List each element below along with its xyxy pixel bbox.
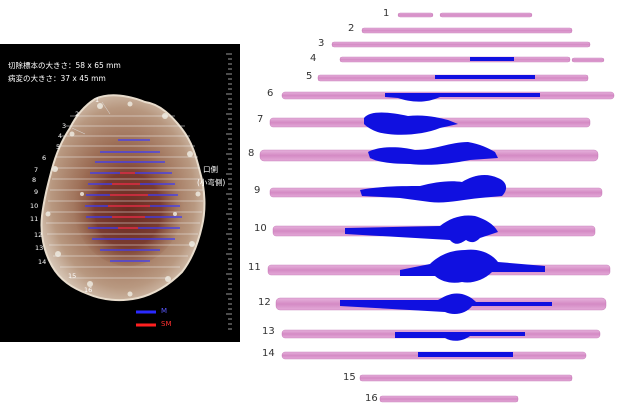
lesser-curvature-label: (小弯側) bbox=[197, 178, 226, 187]
border-spots bbox=[45, 101, 201, 297]
tumor-10 bbox=[345, 215, 498, 244]
right-slice-label: 12 bbox=[258, 297, 271, 308]
left-slice-label: 10 bbox=[30, 202, 39, 210]
right-slice-label: 13 bbox=[262, 326, 275, 337]
slice-16 bbox=[379, 395, 519, 403]
right-slice-label: 3 bbox=[318, 38, 325, 49]
histology-slices bbox=[259, 12, 615, 403]
right-slice-label: 6 bbox=[267, 88, 274, 99]
tumor-8 bbox=[368, 142, 498, 165]
right-slice-label: 14 bbox=[262, 348, 275, 359]
lesion-size-text: 病変の大きさ：37 x 45 mm bbox=[8, 74, 106, 83]
left-slice-label: 1 bbox=[95, 96, 100, 104]
scale-ruler bbox=[226, 52, 232, 338]
tumor-7 bbox=[364, 112, 458, 135]
tumor-11 bbox=[400, 249, 545, 283]
tumor-5 bbox=[435, 75, 535, 79]
left-slice-label: 15 bbox=[68, 272, 77, 280]
right-slice-label: 5 bbox=[306, 71, 313, 82]
left-slice-label: 5 bbox=[56, 143, 61, 151]
tumor-4 bbox=[470, 57, 514, 61]
tumor-9 bbox=[360, 175, 507, 203]
tumor-13 bbox=[395, 332, 525, 341]
slice-3 bbox=[331, 41, 591, 48]
right-slice-label: 9 bbox=[254, 185, 261, 196]
right-slice-label: 8 bbox=[248, 148, 255, 159]
right-slice-label: 2 bbox=[348, 23, 355, 34]
right-slice-label: 7 bbox=[257, 114, 264, 125]
right-slice-label: 1 bbox=[383, 8, 390, 19]
slice-1 bbox=[397, 12, 434, 18]
left-slice-label: 6 bbox=[42, 154, 47, 162]
left-slice-label: 8 bbox=[32, 176, 37, 184]
left-slice-label: 14 bbox=[38, 258, 47, 266]
label-leaders bbox=[71, 101, 111, 135]
resection-size-text: 切除標本の大きさ：58 x 65 mm bbox=[8, 61, 121, 70]
oral-side-label: 口側 bbox=[203, 165, 218, 174]
left-slice-label: 13 bbox=[35, 244, 44, 252]
lesion-area bbox=[73, 142, 183, 266]
tumor-14 bbox=[418, 352, 513, 357]
left-slice-label: 9 bbox=[34, 188, 39, 196]
left-slice-label: 3 bbox=[62, 122, 67, 130]
legend-sm-label: SM bbox=[161, 320, 172, 328]
tumor-6 bbox=[385, 93, 540, 102]
tumor-regions bbox=[340, 57, 552, 357]
submucosal-lesion-lines bbox=[108, 172, 150, 229]
section-lines bbox=[46, 115, 203, 279]
right-slice-label: 10 bbox=[254, 223, 267, 234]
right-slice-label: 16 bbox=[365, 393, 378, 404]
right-slice-label: 11 bbox=[248, 262, 261, 273]
slice-1b bbox=[439, 12, 533, 18]
left-slice-label: 7 bbox=[34, 166, 39, 174]
left-slice-label: 11 bbox=[30, 215, 39, 223]
left-slice-label: 16 bbox=[84, 286, 93, 294]
slice-4b bbox=[571, 57, 605, 63]
specimen-photo bbox=[40, 52, 232, 338]
histology-panel: 1 2 3 4 5 6 7 8 9 10 11 12 13 14 15 16 bbox=[240, 0, 637, 417]
tumor-12 bbox=[340, 293, 552, 314]
slice-4 bbox=[339, 56, 571, 63]
slice-2 bbox=[361, 27, 573, 34]
slice-15 bbox=[359, 374, 573, 382]
left-slice-label: 4 bbox=[58, 132, 63, 140]
right-slice-label: 4 bbox=[310, 53, 317, 64]
right-slice-label: 15 bbox=[343, 372, 356, 383]
legend-m-label: M bbox=[161, 307, 168, 315]
specimen-photo-panel: 切除標本の大きさ：58 x 65 mm 病変の大きさ：37 x 45 mm 口側… bbox=[0, 44, 240, 342]
left-slice-label: 2 bbox=[75, 110, 80, 118]
left-slice-label: 12 bbox=[34, 231, 43, 239]
